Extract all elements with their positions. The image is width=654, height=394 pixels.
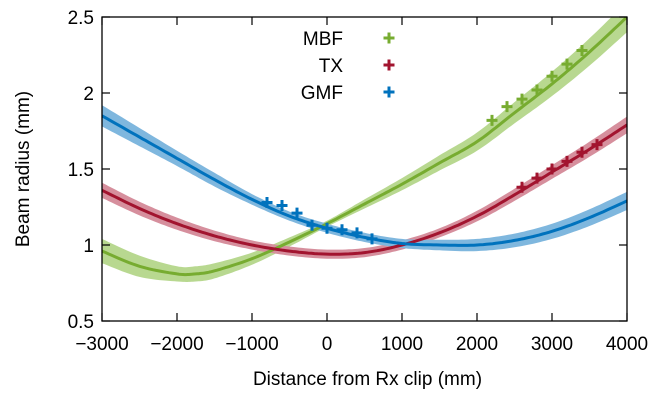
x-tick-label: −3000 — [75, 334, 128, 355]
mbf-curve — [102, 17, 627, 277]
mbf-point — [576, 44, 588, 56]
tx-point — [546, 163, 558, 175]
y-tick-label: 2.5 — [68, 8, 94, 29]
mbf-point — [531, 84, 543, 96]
y-axis-label: Beam radius (mm) — [13, 91, 34, 247]
mbf-point — [501, 101, 513, 113]
legend-label-tx: TX — [319, 56, 344, 77]
gmf-point — [291, 207, 303, 219]
y-tick-label: 1.5 — [68, 160, 94, 181]
tx-point — [591, 139, 603, 151]
gmf-band — [102, 105, 627, 252]
uncertainty-bands — [102, 17, 627, 282]
x-axis-label: Distance from Rx clip (mm) — [253, 369, 482, 390]
x-tick-label: 4000 — [606, 334, 648, 355]
gmf-point — [366, 233, 378, 245]
legend-label-gmf: GMF — [301, 83, 343, 104]
legend-marker-tx — [383, 59, 395, 71]
legend-marker-gmf — [383, 86, 395, 98]
mbf-point — [516, 93, 528, 105]
y-tick-label: 0.5 — [68, 312, 94, 333]
tx-point — [561, 155, 573, 167]
y-axis-ticks: 0.5 1 1.5 2 2.5 — [68, 8, 627, 333]
mbf-point — [561, 58, 573, 70]
mbf-point — [486, 114, 498, 126]
x-tick-label: 3000 — [531, 334, 573, 355]
legend: MBF TX GMF — [301, 29, 395, 104]
gmf-point — [306, 219, 318, 231]
gmf-point — [276, 199, 288, 211]
x-tick-label: −2000 — [150, 334, 203, 355]
x-tick-label: −1000 — [225, 334, 278, 355]
fit-curves — [102, 17, 627, 277]
legend-marker-mbf — [383, 32, 395, 44]
x-tick-label: 2000 — [456, 334, 498, 355]
tx-point — [516, 181, 528, 193]
x-tick-label: 0 — [322, 334, 333, 355]
y-tick-label: 2 — [83, 84, 94, 105]
y-tick-label: 1 — [83, 236, 94, 257]
data-points — [261, 44, 603, 245]
gmf-point — [261, 196, 273, 208]
gmf-point — [336, 224, 348, 236]
tx-point — [531, 172, 543, 184]
x-tick-label: 1000 — [381, 334, 423, 355]
tx-curve — [102, 123, 627, 256]
gmf-curve — [102, 114, 627, 247]
tx-point — [576, 146, 588, 158]
mbf-point — [546, 70, 558, 82]
gmf-point — [351, 227, 363, 239]
x-axis-ticks: −3000 −2000 −1000 0 1000 2000 3000 4000 — [75, 17, 648, 355]
legend-label-mbf: MBF — [303, 29, 343, 50]
gmf-point — [321, 222, 333, 234]
